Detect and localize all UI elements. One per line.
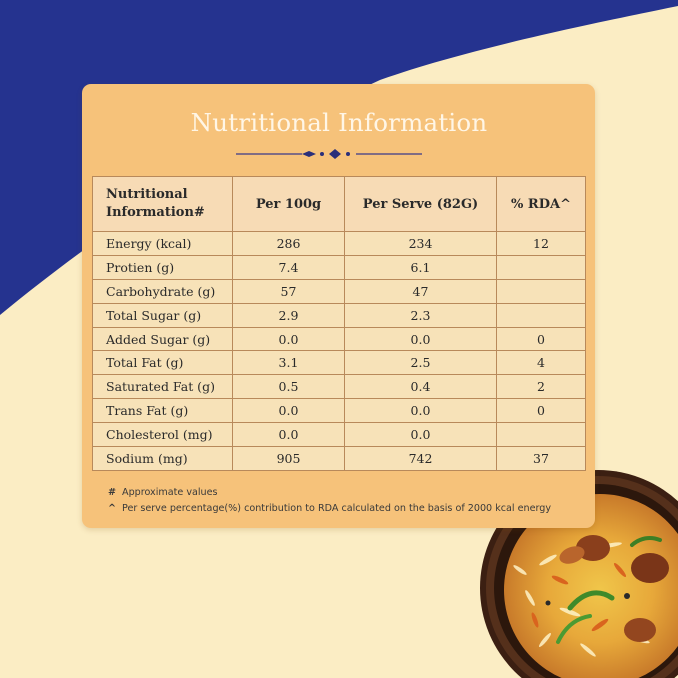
row-label: Total Sugar (g) bbox=[92, 302, 233, 328]
row-per-100g: 286 bbox=[232, 231, 345, 256]
nutrition-table: Nutritional Information# Per 100g Per Se… bbox=[92, 176, 586, 471]
footnote-text: Per serve percentage(%) contribution to … bbox=[122, 503, 552, 514]
row-per-100g: 905 bbox=[232, 446, 345, 471]
table-row: Sodium (mg) 905 742 37 bbox=[92, 446, 586, 471]
ornament-divider-icon bbox=[236, 149, 422, 159]
row-per-100g: 57 bbox=[232, 278, 345, 304]
footnote-text: Approximate values bbox=[122, 487, 218, 498]
row-per-serve: 6.1 bbox=[344, 254, 497, 280]
header-rda: % RDA^ bbox=[496, 176, 586, 232]
row-label: Total Fat (g) bbox=[92, 350, 233, 376]
table-row: Cholesterol (mg) 0.0 0.0 bbox=[92, 422, 586, 448]
footnote-rda: ^ Per serve percentage(%) contribution to… bbox=[108, 503, 551, 514]
row-label: Cholesterol (mg) bbox=[92, 422, 233, 448]
row-label: Added Sugar (g) bbox=[92, 326, 233, 352]
table-row: Trans Fat (g) 0.0 0.0 0 bbox=[92, 398, 586, 424]
row-rda: 12 bbox=[496, 231, 586, 256]
row-rda bbox=[496, 254, 586, 280]
row-rda bbox=[496, 302, 586, 328]
row-rda bbox=[496, 422, 586, 448]
row-per-100g: 0.0 bbox=[232, 326, 345, 352]
table-row: Total Sugar (g) 2.9 2.3 bbox=[92, 302, 586, 328]
header-per-serve: Per Serve (82G) bbox=[344, 176, 497, 232]
table-row: Saturated Fat (g) 0.5 0.4 2 bbox=[92, 374, 586, 400]
row-per-serve: 47 bbox=[344, 278, 497, 304]
row-per-serve: 2.5 bbox=[344, 350, 497, 376]
row-per-100g: 0.0 bbox=[232, 398, 345, 424]
footnote-approximate: # Approximate values bbox=[108, 487, 218, 498]
row-per-100g: 3.1 bbox=[232, 350, 345, 376]
table-row: Protien (g) 7.4 6.1 bbox=[92, 254, 586, 280]
header-nutrient: Nutritional Information# bbox=[92, 176, 233, 232]
row-rda: 0 bbox=[496, 326, 586, 352]
table-row: Total Fat (g) 3.1 2.5 4 bbox=[92, 350, 586, 376]
header-per-100g: Per 100g bbox=[232, 176, 345, 232]
row-per-serve: 0.0 bbox=[344, 326, 497, 352]
table-row: Carbohydrate (g) 57 47 bbox=[92, 278, 586, 304]
page-title: Nutritional Information bbox=[190, 108, 488, 137]
row-per-100g: 0.0 bbox=[232, 422, 345, 448]
row-label: Energy (kcal) bbox=[92, 231, 233, 256]
row-per-serve: 0.4 bbox=[344, 374, 497, 400]
footnote-symbol: # bbox=[108, 487, 117, 498]
row-per-serve: 742 bbox=[344, 446, 497, 471]
table-row: Energy (kcal) 286 234 12 bbox=[92, 231, 586, 256]
footnote-symbol: ^ bbox=[108, 503, 117, 514]
row-per-serve: 2.3 bbox=[344, 302, 497, 328]
row-rda: 2 bbox=[496, 374, 586, 400]
row-per-serve: 0.0 bbox=[344, 422, 497, 448]
table-header-row: Nutritional Information# Per 100g Per Se… bbox=[92, 176, 586, 232]
row-per-100g: 0.5 bbox=[232, 374, 345, 400]
row-label: Protien (g) bbox=[92, 254, 233, 280]
row-rda bbox=[496, 278, 586, 304]
row-per-serve: 0.0 bbox=[344, 398, 497, 424]
table-row: Added Sugar (g) 0.0 0.0 0 bbox=[92, 326, 586, 352]
row-label: Saturated Fat (g) bbox=[92, 374, 233, 400]
row-rda: 4 bbox=[496, 350, 586, 376]
row-rda: 37 bbox=[496, 446, 586, 471]
row-per-serve: 234 bbox=[344, 231, 497, 256]
row-per-100g: 2.9 bbox=[232, 302, 345, 328]
row-label: Sodium (mg) bbox=[92, 446, 233, 471]
blue-wave bbox=[0, 0, 678, 315]
row-label: Carbohydrate (g) bbox=[92, 278, 233, 304]
row-rda: 0 bbox=[496, 398, 586, 424]
row-per-100g: 7.4 bbox=[232, 254, 345, 280]
row-label: Trans Fat (g) bbox=[92, 398, 233, 424]
